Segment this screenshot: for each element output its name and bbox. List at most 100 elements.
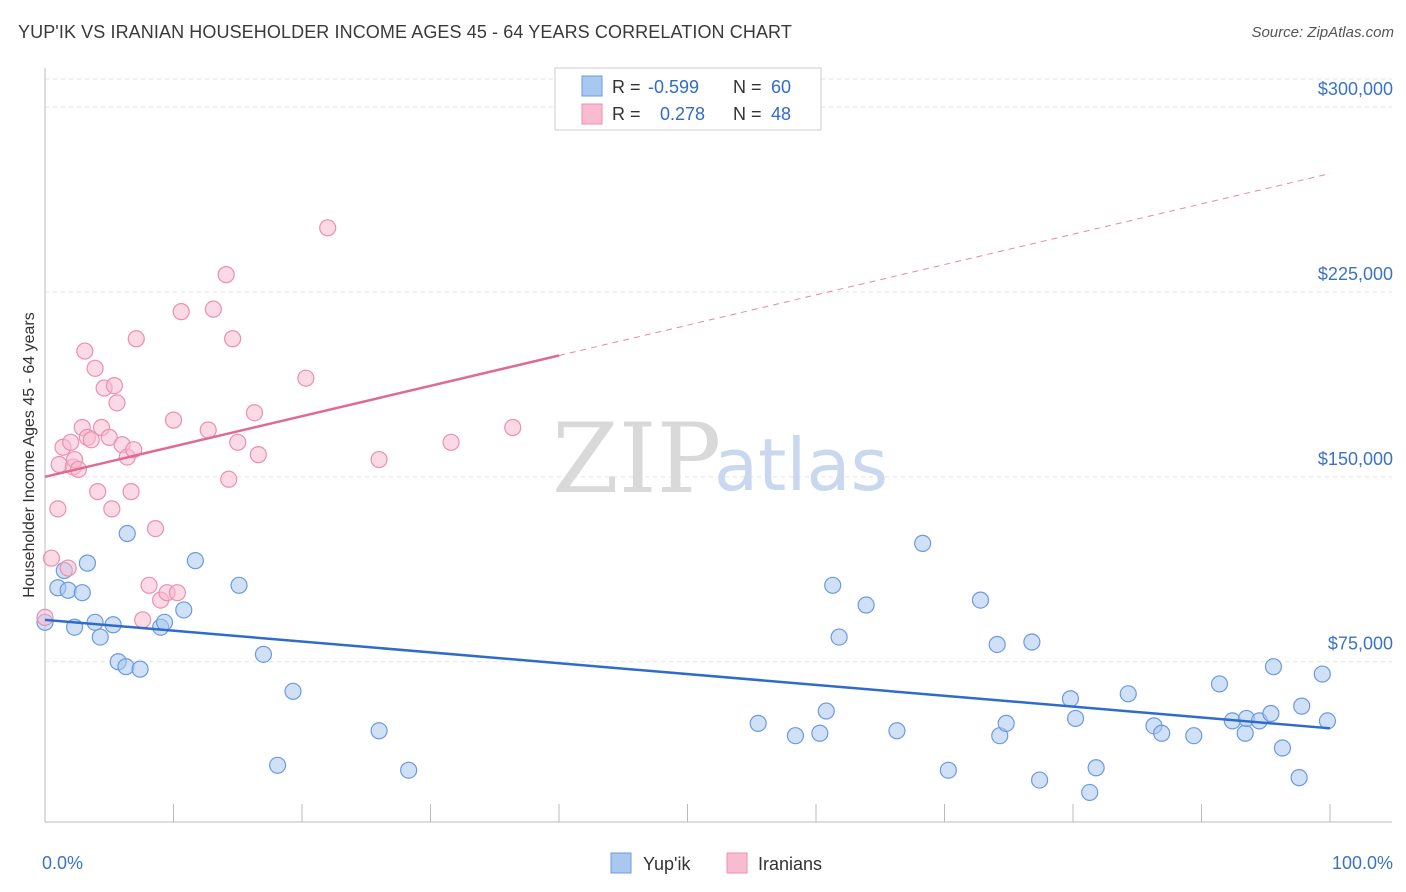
point-yupik-28 [824,576,842,594]
point-iranians-33 [168,584,186,602]
point-yupik-34 [971,591,990,609]
legend-n-label-iranians: N = [733,104,762,124]
point-yupik-54 [1264,658,1283,676]
point-iranians-24 [122,483,140,501]
point-yupik-57 [1293,697,1311,715]
point-yupik-35 [988,635,1006,654]
point-yupik-39 [1030,771,1049,789]
point-yupik-56 [1290,769,1308,787]
point-yupik-58 [1313,665,1331,683]
point-yupik-43 [1087,759,1105,777]
y-tick-label-0: $75,000 [1328,634,1393,654]
point-yupik-12 [117,658,135,676]
point-yupik-32 [914,534,932,552]
y-tick-label-2: $225,000 [1318,264,1393,284]
point-iranians-39 [224,330,242,348]
legend-r-value-iranians: 0.278 [660,104,705,124]
point-iranians-43 [297,369,315,387]
point-yupik-40 [1061,690,1080,708]
point-iranians-46 [442,433,460,451]
point-yupik-21 [284,682,302,700]
point-iranians-19 [103,500,121,518]
point-yupik-8 [91,628,109,646]
point-yupik-41 [1066,709,1085,728]
point-iranians-37 [217,266,235,284]
point-iranians-27 [134,611,152,629]
point-yupik-22 [370,722,388,740]
point-iranians-32 [164,411,183,429]
point-iranians-41 [245,404,264,422]
x-tick-labels: 0.0% 100.0% [42,853,1393,873]
point-yupik-6 [78,554,97,572]
trend-line-iranians [44,354,560,479]
legend-bottom: Yup'ik Iranians [610,852,822,874]
point-yupik-18 [230,576,248,594]
y-tick-labels: $75,000 $150,000 $225,000 $300,000 [1318,79,1393,654]
legend-n-value-iranians: 48 [771,104,791,124]
point-yupik-27 [817,702,835,720]
legend-swatch-iranians [581,103,603,125]
point-iranians-34 [172,303,190,321]
point-iranians-5 [59,559,77,577]
legend-bottom-label-iranians: Iranians [758,854,822,874]
legend-r-label-iranians: R = [612,104,641,124]
point-yupik-33 [939,761,957,779]
point-yupik-17 [186,552,204,570]
point-iranians-47 [504,418,522,437]
watermark-atlas: atlas [714,423,888,507]
legend-bottom-swatch-yupik [610,852,632,874]
source-label: Source: ZipAtlas.com [1251,24,1394,41]
legend-n-label-yupik: N = [733,77,762,97]
point-yupik-50 [1236,724,1254,742]
point-iranians-28 [140,576,158,594]
point-iranians-35 [199,421,217,439]
point-iranians-21 [108,394,126,412]
point-yupik-31 [888,722,906,740]
point-yupik-30 [857,596,875,614]
point-iranians-14 [86,359,104,377]
y-axis-label: Householder Income Ages 45 - 64 years [21,312,38,598]
axes [44,68,1392,823]
point-yupik-26 [811,724,829,742]
point-yupik-15 [155,613,174,631]
point-iranians-29 [146,519,165,538]
point-yupik-55 [1273,739,1292,757]
legend-swatch-yupik [581,75,603,97]
point-yupik-11 [118,524,136,543]
point-yupik-3 [59,581,77,599]
point-yupik-5 [73,584,91,602]
point-iranians-6 [62,433,80,451]
legend-top: R = -0.599 N = 60 R = 0.278 N = 48 [554,67,822,131]
y-tick-label-3: $300,000 [1318,79,1393,99]
point-yupik-29 [830,628,848,646]
point-yupik-53 [1262,704,1280,723]
point-yupik-47 [1185,727,1203,745]
point-yupik-37 [997,714,1015,732]
point-iranians-0 [36,608,54,626]
point-iranians-18 [100,428,118,446]
point-yupik-13 [131,660,149,678]
point-yupik-7 [86,613,104,631]
point-iranians-38 [220,470,238,488]
trend-line-iranians-extension [558,173,1331,357]
y-tick-label-1: $150,000 [1318,449,1393,469]
point-iranians-3 [50,455,68,474]
point-yupik-44 [1119,685,1137,703]
point-yupik-38 [1023,633,1041,651]
point-yupik-42 [1081,783,1099,802]
chart-title: YUP'IK VS IRANIAN HOUSEHOLDER INCOME AGE… [18,22,792,42]
point-iranians-13 [82,431,100,449]
point-iranians-44 [319,219,337,237]
point-yupik-19 [254,645,273,663]
x-tick-label-0: 0.0% [42,853,83,873]
point-yupik-25 [786,727,805,745]
point-yupik-23 [400,761,418,779]
x-tick-label-1: 100.0% [1332,853,1393,873]
point-iranians-2 [49,500,67,518]
point-yupik-48 [1210,675,1229,693]
point-iranians-1 [42,549,61,567]
trend-lines [44,173,1331,730]
point-iranians-36 [204,300,222,318]
point-iranians-15 [89,483,107,501]
